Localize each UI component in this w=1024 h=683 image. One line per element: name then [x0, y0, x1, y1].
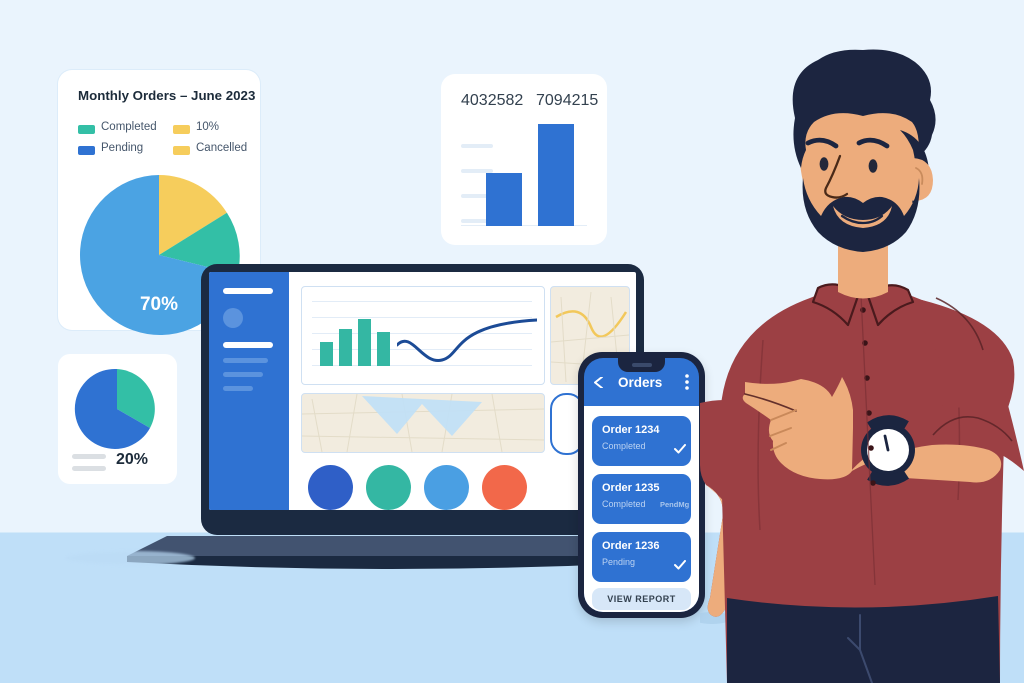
svg-text:70%: 70%	[140, 294, 178, 315]
